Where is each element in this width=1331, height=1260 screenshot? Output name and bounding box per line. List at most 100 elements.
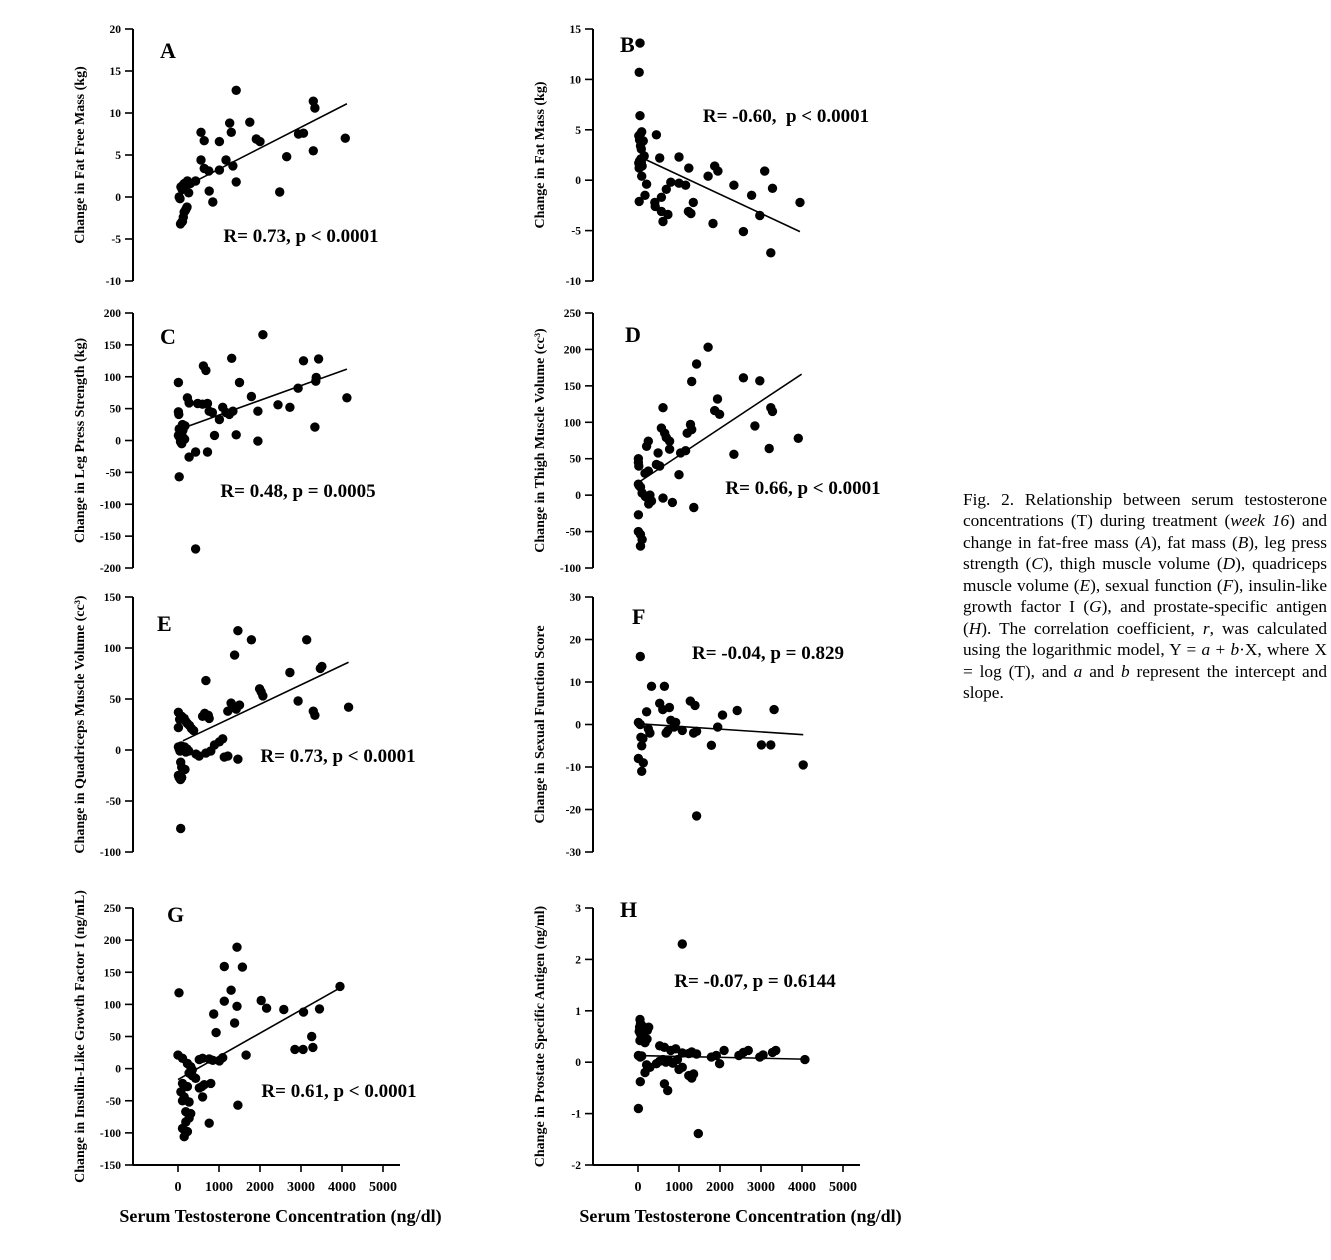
data-point (769, 704, 779, 715)
panel-letter: H (620, 897, 637, 922)
data-point (641, 179, 652, 189)
data-point (313, 354, 324, 364)
data-point (640, 190, 650, 200)
y-tick-label: 50 (110, 404, 122, 416)
data-point (293, 696, 303, 706)
data-point (634, 196, 644, 207)
data-point (634, 461, 644, 471)
correlation-annotation: R= 0.73, p < 0.0001 (260, 746, 415, 767)
data-point (746, 190, 757, 200)
data-point (642, 1034, 652, 1044)
data-point (184, 746, 194, 756)
data-point (314, 1004, 325, 1014)
scatter-plot-F: 30 20 10 0 -10 -20 -30 Change in Sexual Functio… (518, 583, 966, 878)
data-point (688, 728, 699, 738)
data-point (174, 472, 184, 482)
y-tick-label: 0 (575, 1057, 581, 1069)
data-point (766, 740, 776, 750)
data-point (729, 449, 739, 459)
data-point (256, 995, 266, 1006)
panel-letter: D (625, 322, 641, 347)
data-point (635, 111, 645, 121)
caption-text: ), fat mass ( (1151, 532, 1238, 552)
data-point (645, 728, 655, 738)
data-point (643, 466, 653, 476)
data-point (311, 376, 321, 386)
y-tick-label: 250 (564, 308, 582, 320)
data-point (307, 1031, 317, 1042)
y-tick-label: -1 (571, 1109, 581, 1121)
data-point (180, 764, 190, 775)
data-point (755, 376, 765, 386)
y-tick-label: 200 (104, 935, 122, 947)
data-point (686, 208, 696, 219)
data-point (637, 127, 647, 137)
y-tick-label: 3 (575, 903, 581, 915)
x-tick-label: 1000 (205, 1180, 233, 1195)
data-point (234, 377, 245, 388)
caption-text: C (1031, 554, 1043, 574)
data-point (680, 446, 691, 456)
scatter-plot-D: 250 200 150 100 50 0 -50 -100 Change in Thigh Mu… (518, 298, 966, 587)
data-point (674, 152, 684, 162)
correlation-annotation: R= 0.61, p < 0.0001 (261, 1081, 416, 1102)
y-tick-label: -10 (106, 276, 122, 288)
y-tick-label: 0 (115, 1064, 121, 1076)
data-point (182, 1081, 193, 1092)
data-point (308, 1042, 318, 1053)
data-point (633, 510, 644, 520)
plot-svg-H: 3 2 1 0 -1 -2 Change in Prostate Specific Anti… (533, 897, 860, 1195)
data-point (246, 635, 257, 645)
y-tick-label: 0 (575, 490, 581, 502)
plot-svg-B: 15 10 5 0 -5 -10 Change in Fat Mass (kg) B R= -0… (533, 24, 869, 288)
x-axis-title-left-column: Serum Testosterone Concentration (ng/dl) (119, 1206, 442, 1226)
data-point (672, 1054, 683, 1065)
figure-caption: Fig. 2. Relationship between serum testo… (963, 489, 1327, 703)
data-point (285, 667, 295, 678)
data-point (732, 705, 742, 716)
data-point (637, 766, 647, 776)
plot-svg-F: 30 20 10 0 -10 -20 -30 Change in Sexual Functio… (533, 592, 844, 859)
data-point (658, 493, 668, 503)
trend-line (182, 661, 349, 742)
data-point (633, 1103, 644, 1114)
data-point (218, 734, 228, 744)
data-point (688, 197, 698, 208)
data-point (308, 146, 318, 156)
y-tick-label: -50 (106, 467, 122, 479)
data-point (184, 188, 194, 198)
scatter-plot-C: 200 150 100 50 0 -50 -100 -150 -200 Change in Leg… (58, 298, 506, 587)
data-point (688, 1069, 699, 1079)
data-point (635, 541, 646, 551)
y-tick-label: 150 (104, 592, 122, 604)
data-point (677, 939, 687, 949)
data-point (666, 177, 676, 187)
data-point (199, 136, 209, 146)
scatter-plot-B: 15 10 5 0 -5 -10 Change in Fat Mass (kg) B R= -0… (518, 8, 966, 295)
correlation-annotation: R= -0.07, p = 0.6144 (674, 971, 836, 992)
caption-text: ), leg press strength ( (963, 532, 1327, 574)
data-point (664, 702, 675, 713)
plot-svg-G: 250 200 150 100 50 0 -50 -100 -150 Change in Insu… (73, 890, 417, 1195)
data-point (634, 67, 644, 77)
data-point (204, 1118, 214, 1128)
data-point (233, 1100, 243, 1110)
data-point (173, 722, 184, 733)
panel-letter: C (160, 324, 176, 349)
data-point (219, 961, 229, 972)
data-point (708, 218, 718, 229)
data-point (635, 38, 645, 48)
y-tick-label: 10 (570, 677, 582, 689)
scatter-plot-E: 150 100 50 0 -50 -100 Change in Quadriceps Mus… (58, 583, 506, 878)
plot-svg-A: 20 15 10 5 0 -5 -10 Change in Fat Free Mass (kg… (73, 24, 379, 288)
data-point (177, 772, 187, 783)
y-tick-label: -150 (100, 1160, 121, 1172)
data-point (703, 342, 713, 352)
data-point (237, 962, 248, 972)
data-point (664, 444, 675, 454)
data-point (653, 448, 663, 458)
data-point (691, 1049, 702, 1059)
data-point (298, 1044, 308, 1055)
data-point (275, 187, 285, 197)
